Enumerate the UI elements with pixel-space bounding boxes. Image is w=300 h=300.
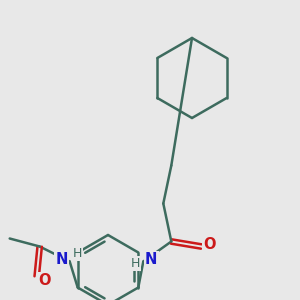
- Text: O: O: [38, 273, 51, 288]
- Text: H: H: [73, 247, 82, 260]
- Text: O: O: [203, 237, 216, 252]
- Text: N: N: [145, 252, 158, 267]
- Text: H: H: [130, 257, 140, 270]
- Text: N: N: [56, 252, 68, 267]
